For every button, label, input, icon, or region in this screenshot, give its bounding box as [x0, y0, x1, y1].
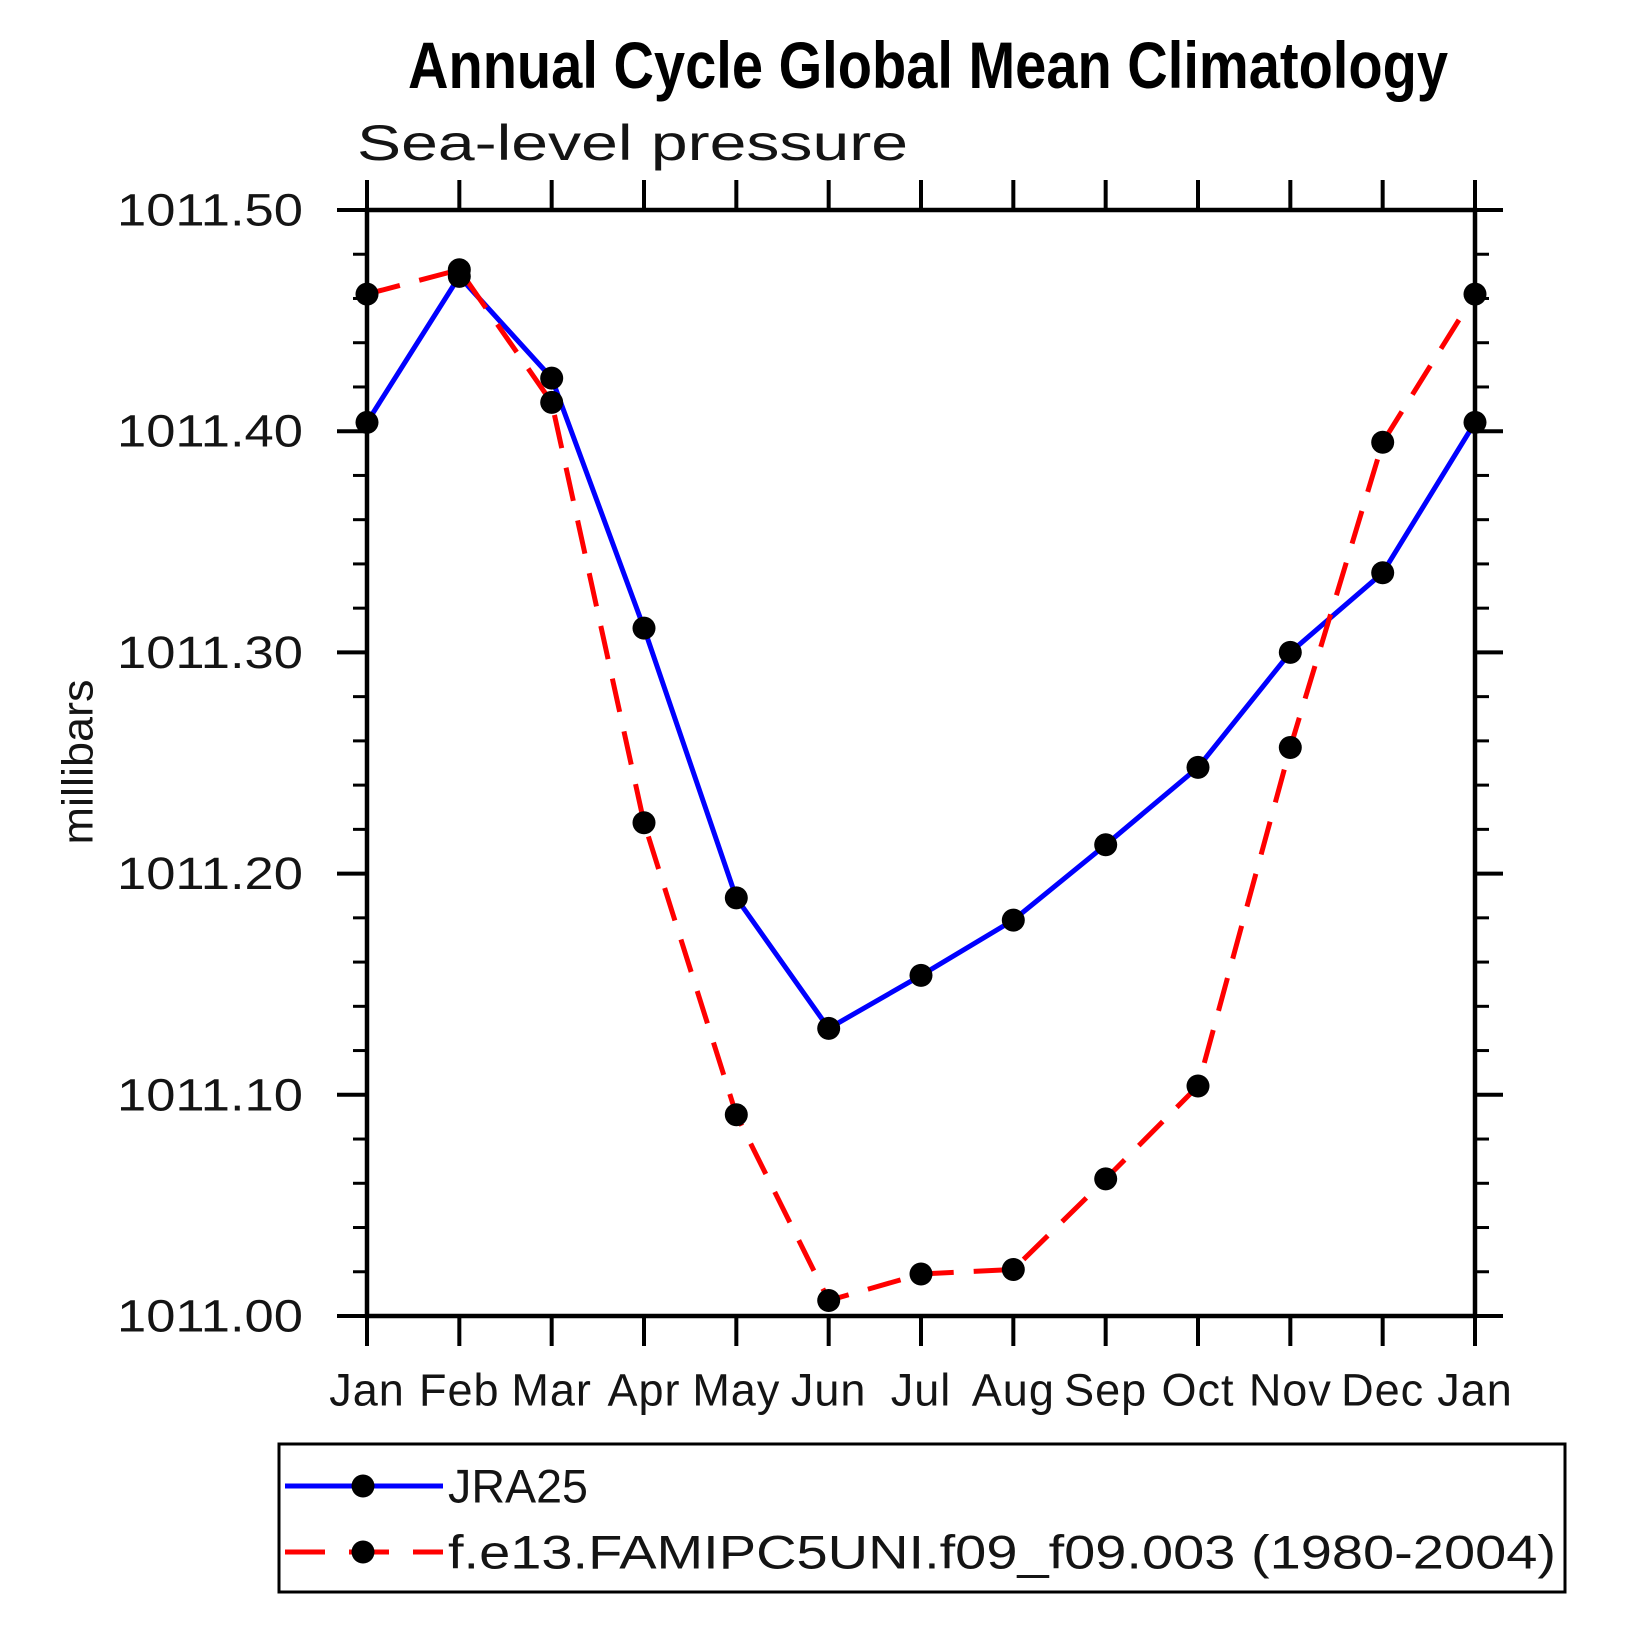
y-axis-label: millibars [54, 680, 103, 845]
data-point-series-0 [909, 963, 933, 987]
data-point-series-1 [447, 258, 471, 282]
data-point-series-0 [817, 1016, 841, 1040]
y-tick-label: 1011.10 [117, 1069, 303, 1120]
legend: JRA25 f.e13.FAMIPC5UNI.f09_f09.003 (1980… [277, 1442, 1567, 1594]
data-point-series-1 [540, 390, 564, 414]
y-tick-labels: 1011.00 1011.10 1011.20 1011.30 1011.40 1011.… [117, 185, 303, 1342]
x-tick-label: Nov [1249, 1365, 1332, 1416]
data-point-series-1 [1094, 1167, 1118, 1191]
legend-item-model: f.e13.FAMIPC5UNI.f09_f09.003 (1980-2004) [285, 1526, 1556, 1579]
chart-subtitle: Sea-level pressure [357, 115, 908, 171]
data-point-series-1 [724, 1103, 748, 1127]
legend-label-jra25: JRA25 [448, 1460, 588, 1513]
y-tick-label: 1011.50 [117, 185, 303, 236]
x-tick-label: May [692, 1365, 780, 1416]
data-point-series-1 [1463, 282, 1487, 306]
y-tick-label: 1011.20 [117, 848, 303, 899]
legend-item-jra25: JRA25 [285, 1460, 588, 1513]
data-point-series-0 [355, 410, 379, 434]
data-point-series-1 [632, 811, 656, 835]
legend-marker-dot [351, 1540, 375, 1564]
data-point-series-0 [1001, 908, 1025, 932]
x-tick-label: Mar [511, 1365, 592, 1416]
data-point-series-0 [1278, 640, 1302, 664]
x-tick-label: Sep [1064, 1365, 1147, 1416]
legend-box [277, 1442, 1567, 1594]
data-series [355, 258, 1487, 1312]
data-point-series-1 [355, 282, 379, 306]
series-line-0 [364, 272, 1478, 1032]
x-tick-label: Jul [891, 1365, 952, 1416]
data-point-series-1 [909, 1262, 933, 1286]
x-tick-label: Aug [972, 1365, 1055, 1416]
y-tick-label: 1011.00 [117, 1291, 303, 1342]
data-point-series-1 [1186, 1074, 1210, 1098]
x-tick-label: Dec [1341, 1365, 1424, 1416]
x-tick-labels: Jan Feb Mar Apr May Jun Jul Aug Sep Oct Nov Dec Jan [329, 1365, 1513, 1416]
x-tick-label: Feb [419, 1365, 500, 1416]
series-line-1 [366, 266, 1478, 1304]
axis-ticks [337, 180, 1503, 1346]
legend-marker-dot [351, 1474, 375, 1498]
data-point-series-0 [540, 366, 564, 390]
data-point-series-0 [1371, 561, 1395, 585]
x-tick-label: Jan [329, 1365, 405, 1416]
x-tick-label: Jun [791, 1365, 867, 1416]
y-tick-label: 1011.30 [117, 627, 303, 678]
data-point-series-1 [817, 1289, 841, 1312]
data-point-series-0 [1094, 833, 1118, 857]
legend-label-model: f.e13.FAMIPC5UNI.f09_f09.003 (1980-2004) [448, 1526, 1556, 1579]
data-point-series-1 [1001, 1258, 1025, 1281]
chart-title: Annual Cycle Global Mean Climatology [408, 28, 1448, 102]
data-point-series-1 [1371, 430, 1395, 454]
x-tick-label: Jan [1437, 1365, 1513, 1416]
y-tick-label: 1011.40 [117, 406, 303, 457]
data-point-series-0 [1463, 410, 1487, 434]
x-tick-label: Apr [607, 1365, 680, 1416]
x-tick-label: Oct [1161, 1365, 1234, 1416]
data-point-series-1 [1278, 736, 1302, 759]
data-point-series-0 [632, 616, 656, 640]
data-point-series-0 [724, 886, 748, 910]
data-point-series-0 [1186, 755, 1210, 779]
